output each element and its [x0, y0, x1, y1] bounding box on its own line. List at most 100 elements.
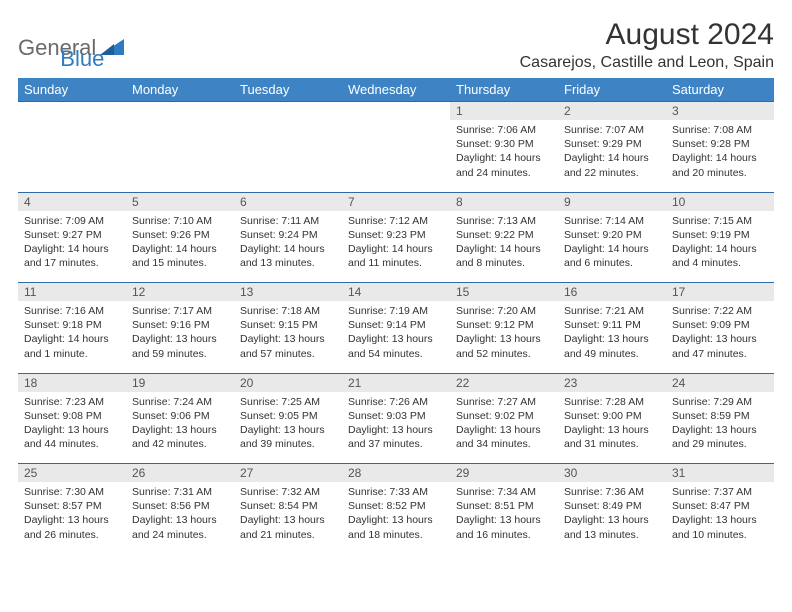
daylight-line: Daylight: 13 hours and 21 minutes. — [240, 513, 336, 541]
sunrise-line: Sunrise: 7:12 AM — [348, 214, 444, 228]
daylight-line: Daylight: 13 hours and 47 minutes. — [672, 332, 768, 360]
day-header: Thursday — [450, 78, 558, 102]
day-header: Tuesday — [234, 78, 342, 102]
daylight-line: Daylight: 14 hours and 13 minutes. — [240, 242, 336, 270]
daylight-line: Daylight: 13 hours and 42 minutes. — [132, 423, 228, 451]
day-number-cell: 27 — [234, 464, 342, 483]
day-detail-cell: Sunrise: 7:12 AMSunset: 9:23 PMDaylight:… — [342, 211, 450, 283]
day-detail-cell: Sunrise: 7:22 AMSunset: 9:09 PMDaylight:… — [666, 301, 774, 373]
daylight-line: Daylight: 13 hours and 13 minutes. — [564, 513, 660, 541]
day-detail-cell: Sunrise: 7:07 AMSunset: 9:29 PMDaylight:… — [558, 120, 666, 192]
sunset-line: Sunset: 8:56 PM — [132, 499, 228, 513]
sunset-line: Sunset: 9:20 PM — [564, 228, 660, 242]
day-detail-cell: Sunrise: 7:32 AMSunset: 8:54 PMDaylight:… — [234, 482, 342, 554]
day-number-cell: 6 — [234, 192, 342, 211]
daylight-line: Daylight: 13 hours and 49 minutes. — [564, 332, 660, 360]
sunrise-line: Sunrise: 7:10 AM — [132, 214, 228, 228]
sunrise-line: Sunrise: 7:22 AM — [672, 304, 768, 318]
sunset-line: Sunset: 8:57 PM — [24, 499, 120, 513]
daylight-line: Daylight: 13 hours and 34 minutes. — [456, 423, 552, 451]
sunrise-line: Sunrise: 7:21 AM — [564, 304, 660, 318]
sunrise-line: Sunrise: 7:26 AM — [348, 395, 444, 409]
day-detail-cell: Sunrise: 7:18 AMSunset: 9:15 PMDaylight:… — [234, 301, 342, 373]
daylight-line: Daylight: 13 hours and 26 minutes. — [24, 513, 120, 541]
calendar-table: Sunday Monday Tuesday Wednesday Thursday… — [18, 78, 774, 554]
sunrise-line: Sunrise: 7:37 AM — [672, 485, 768, 499]
sunset-line: Sunset: 9:26 PM — [132, 228, 228, 242]
sunrise-line: Sunrise: 7:25 AM — [240, 395, 336, 409]
day-number-cell: 14 — [342, 283, 450, 302]
day-number-cell: 24 — [666, 373, 774, 392]
day-detail-cell: Sunrise: 7:31 AMSunset: 8:56 PMDaylight:… — [126, 482, 234, 554]
sunrise-line: Sunrise: 7:31 AM — [132, 485, 228, 499]
day-number-cell: 30 — [558, 464, 666, 483]
sunset-line: Sunset: 9:18 PM — [24, 318, 120, 332]
sunset-line: Sunset: 9:12 PM — [456, 318, 552, 332]
sunrise-line: Sunrise: 7:24 AM — [132, 395, 228, 409]
sunrise-line: Sunrise: 7:08 AM — [672, 123, 768, 137]
sunrise-line: Sunrise: 7:36 AM — [564, 485, 660, 499]
day-detail-cell: Sunrise: 7:25 AMSunset: 9:05 PMDaylight:… — [234, 392, 342, 464]
day-number-cell: 13 — [234, 283, 342, 302]
details-row: Sunrise: 7:23 AMSunset: 9:08 PMDaylight:… — [18, 392, 774, 464]
daylight-line: Daylight: 14 hours and 6 minutes. — [564, 242, 660, 270]
day-number-cell: 17 — [666, 283, 774, 302]
sunrise-line: Sunrise: 7:30 AM — [24, 485, 120, 499]
day-header: Monday — [126, 78, 234, 102]
sunset-line: Sunset: 9:27 PM — [24, 228, 120, 242]
month-title: August 2024 — [520, 18, 774, 52]
day-number-cell — [234, 102, 342, 121]
day-number-cell: 8 — [450, 192, 558, 211]
details-row: Sunrise: 7:09 AMSunset: 9:27 PMDaylight:… — [18, 211, 774, 283]
day-header: Sunday — [18, 78, 126, 102]
sunset-line: Sunset: 9:16 PM — [132, 318, 228, 332]
sunset-line: Sunset: 9:24 PM — [240, 228, 336, 242]
daylight-line: Daylight: 14 hours and 11 minutes. — [348, 242, 444, 270]
brand-part2: Blue — [60, 46, 104, 72]
daynum-row: 123 — [18, 102, 774, 121]
daylight-line: Daylight: 13 hours and 18 minutes. — [348, 513, 444, 541]
sunset-line: Sunset: 9:23 PM — [348, 228, 444, 242]
day-detail-cell — [234, 120, 342, 192]
daylight-line: Daylight: 13 hours and 10 minutes. — [672, 513, 768, 541]
daylight-line: Daylight: 13 hours and 29 minutes. — [672, 423, 768, 451]
day-detail-cell: Sunrise: 7:15 AMSunset: 9:19 PMDaylight:… — [666, 211, 774, 283]
sunrise-line: Sunrise: 7:15 AM — [672, 214, 768, 228]
sunset-line: Sunset: 9:19 PM — [672, 228, 768, 242]
day-detail-cell: Sunrise: 7:36 AMSunset: 8:49 PMDaylight:… — [558, 482, 666, 554]
day-number-cell: 9 — [558, 192, 666, 211]
day-detail-cell: Sunrise: 7:26 AMSunset: 9:03 PMDaylight:… — [342, 392, 450, 464]
daylight-line: Daylight: 14 hours and 15 minutes. — [132, 242, 228, 270]
sunrise-line: Sunrise: 7:23 AM — [24, 395, 120, 409]
day-number-cell: 7 — [342, 192, 450, 211]
sunrise-line: Sunrise: 7:28 AM — [564, 395, 660, 409]
day-number-cell: 1 — [450, 102, 558, 121]
sunrise-line: Sunrise: 7:19 AM — [348, 304, 444, 318]
sunrise-line: Sunrise: 7:18 AM — [240, 304, 336, 318]
details-row: Sunrise: 7:06 AMSunset: 9:30 PMDaylight:… — [18, 120, 774, 192]
sunrise-line: Sunrise: 7:33 AM — [348, 485, 444, 499]
daylight-line: Daylight: 13 hours and 52 minutes. — [456, 332, 552, 360]
day-header: Wednesday — [342, 78, 450, 102]
details-row: Sunrise: 7:16 AMSunset: 9:18 PM Daylight:… — [18, 301, 774, 373]
daylight-line: Daylight: 14 hours and 17 minutes. — [24, 242, 120, 270]
calendar-body: 123Sunrise: 7:06 AMSunset: 9:30 PMDaylig… — [18, 102, 774, 555]
day-number-cell: 25 — [18, 464, 126, 483]
day-detail-cell: Sunrise: 7:34 AMSunset: 8:51 PMDaylight:… — [450, 482, 558, 554]
day-detail-cell: Sunrise: 7:10 AMSunset: 9:26 PMDaylight:… — [126, 211, 234, 283]
sunrise-line: Sunrise: 7:16 AM — [24, 304, 120, 318]
day-number-cell: 19 — [126, 373, 234, 392]
sunset-line: Sunset: 9:14 PM — [348, 318, 444, 332]
daylight-line: Daylight: 14 hours and 4 minutes. — [672, 242, 768, 270]
day-number-cell: 5 — [126, 192, 234, 211]
day-number-cell: 12 — [126, 283, 234, 302]
daynum-row: 25262728293031 — [18, 464, 774, 483]
daylight-line: Daylight: 13 hours and 57 minutes. — [240, 332, 336, 360]
sunset-line: Sunset: 8:59 PM — [672, 409, 768, 423]
day-header-row: Sunday Monday Tuesday Wednesday Thursday… — [18, 78, 774, 102]
sunset-line: Sunset: 9:22 PM — [456, 228, 552, 242]
location-subtitle: Casarejos, Castille and Leon, Spain — [520, 54, 774, 72]
daylight-line: Daylight: 13 hours and 16 minutes. — [456, 513, 552, 541]
sunset-line: Sunset: 9:02 PM — [456, 409, 552, 423]
day-number-cell: 29 — [450, 464, 558, 483]
